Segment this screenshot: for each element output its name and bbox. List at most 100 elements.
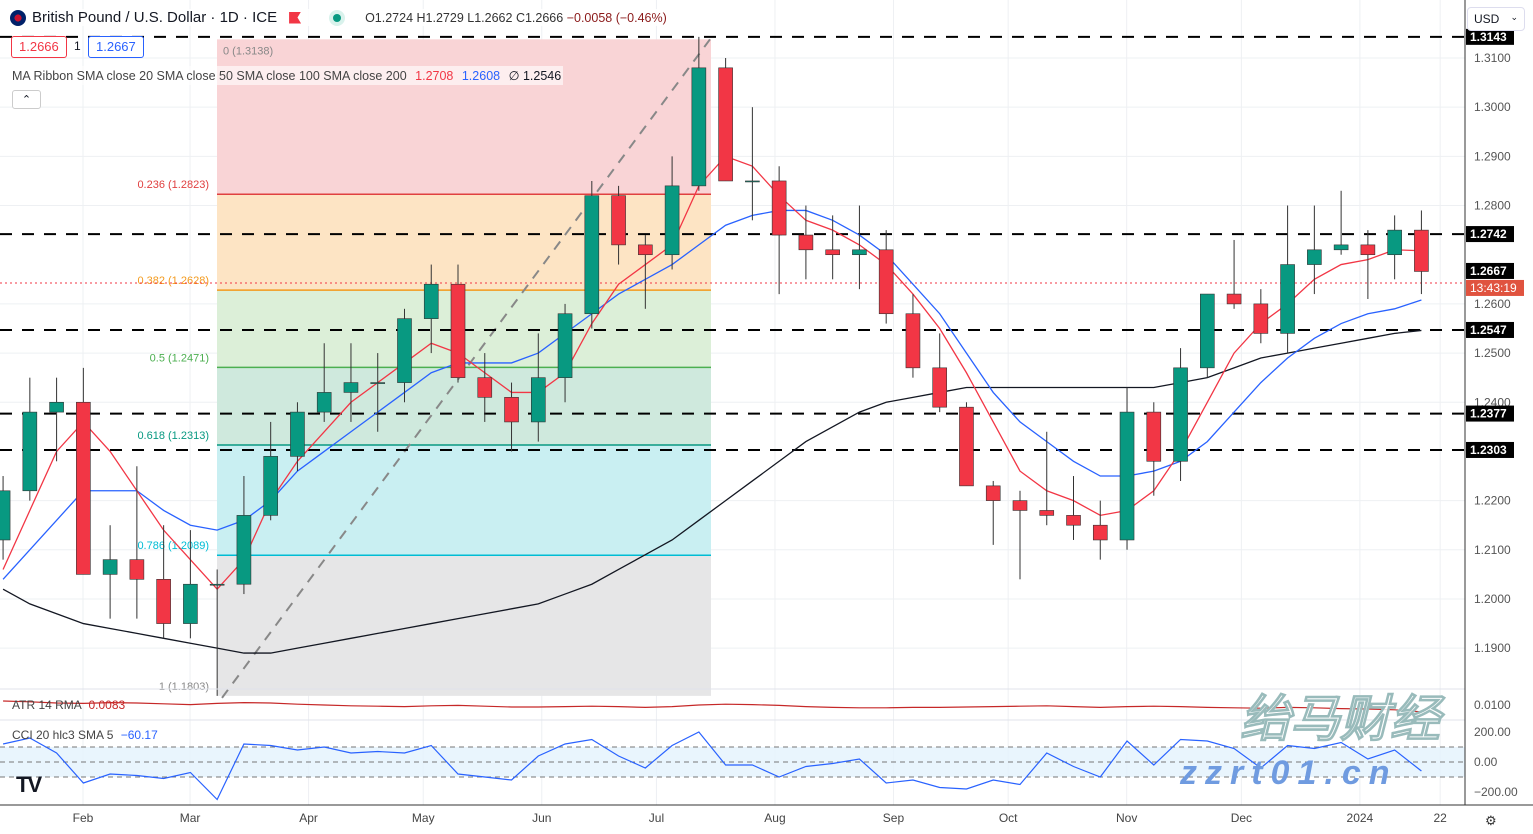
time-tick-label: 2024 [1347,811,1374,825]
candle-body [718,67,733,182]
candle-body [477,377,493,398]
time-tick-label: Mar [180,811,201,825]
sma20-line [2,155,1422,591]
time-tick-label: Apr [299,811,318,825]
candle-body [290,411,305,457]
tradingview-logo[interactable]: TV [16,772,42,797]
chevron-down-icon: ⌄ [1510,12,1518,22]
price-tick-label: 1.2200 [1474,494,1511,508]
candle-body [22,411,38,492]
cci-legend[interactable]: CCI 20 hlc3 SMA 5 −60.17 [12,728,158,742]
candle-body [825,249,840,256]
level-price-tag-bg [1466,441,1514,458]
level-price-tag-bg [1466,405,1514,422]
candle-body [370,382,386,384]
fib-zone [217,555,711,696]
candle-body [1253,303,1269,334]
candle-body [316,392,332,413]
price-tick-label: 1.3100 [1474,51,1511,65]
candle-body [209,583,225,586]
atr-label: ATR 14 RMA [12,698,82,712]
time-tick-label: 22 [1433,811,1447,825]
candle-body [397,318,412,383]
level-price-tag-bg [1466,28,1514,45]
fib-zone [217,445,711,556]
gbp-usd-flag-icon [10,9,26,26]
time-tick-label: May [412,811,435,825]
time-tick-label: Jun [532,811,551,825]
close-value: C1.2666 [515,10,564,25]
currency-select[interactable]: USD ⌄ [1467,7,1525,31]
symbol-title[interactable]: British Pound / U.S. Dollar · 1D · ICE [32,9,278,26]
bar-countdown: 13:43:19 [1470,281,1517,295]
candle-body [638,244,653,256]
candle-body [504,397,519,423]
candle-body [450,283,466,378]
candle-body [1146,411,1162,462]
level-price-tag: 1.2547 [1470,323,1507,337]
candle-body [1226,293,1242,305]
level-price-tag-bg [1466,321,1514,338]
atr-tick-label: 0.0100 [1474,698,1511,712]
fib-level-label: 0.236 (1.2823) [137,179,209,191]
time-tick-label: Jul [649,811,664,825]
cci-tick-label: 0.00 [1474,755,1498,769]
cci-line [2,731,1422,801]
candle-body [1039,510,1055,516]
ohlc-readout: O1.2724 H1.2729 L1.2662 C1.2666 −0.0058 … [365,11,667,25]
price-tick-label: 1.2000 [1474,592,1511,606]
collapse-legend-button[interactable]: ⌃ [12,90,41,109]
flag-marker-icon[interactable] [289,11,302,24]
sma20-value: 1.2708 [415,69,454,83]
candle-body [183,583,198,624]
time-tick-label: Feb [73,811,94,825]
candle-body [771,180,787,236]
time-tick-label: Aug [764,811,785,825]
candle-body [1012,500,1028,511]
sell-price-button[interactable]: 1.2666 [11,36,67,58]
fib-level-label: 1 (1.1803) [159,681,209,693]
price-tick-label: 1.2800 [1474,199,1511,213]
candle-body [102,559,118,575]
price-tick-label: 1.2500 [1474,346,1511,360]
candle-body [1173,367,1188,462]
buy-price-button[interactable]: 1.2667 [88,36,144,58]
candle-body [745,180,760,183]
fib-level-label: 0.786 (1.2089) [137,540,209,552]
fib-level-label: 0.618 (1.2313) [137,430,209,442]
sma200-value: ∅ 1.2546 [508,69,562,83]
candle-body [691,67,707,187]
price-tick-label: 1.2100 [1474,543,1511,557]
candle-body [1280,264,1295,334]
ma-ribbon-legend[interactable]: MA Ribbon SMA close 20 SMA close 50 SMA … [10,66,564,85]
candle-body [584,195,600,315]
candle-body [343,382,359,393]
level-price-tag-bg [1466,226,1514,243]
spread-value: 1 [74,39,81,53]
open-value: O1.2724 [365,10,414,25]
candle-body [1307,249,1322,265]
fib-level-label: 0 (1.3138) [223,45,273,57]
candle-body [959,406,974,487]
candle-body [1414,229,1429,272]
price-tick-label: 1.2900 [1474,149,1511,163]
time-tick-label: Nov [1116,811,1137,825]
candle-body [852,249,867,256]
price-tick-label: 1.1900 [1474,641,1511,655]
change-value: −0.0058 (−0.46%) [566,10,667,25]
atr-legend[interactable]: ATR 14 RMA 0.0083 [12,698,125,712]
candle-body [0,490,11,541]
price-tick-label: 1.2600 [1474,297,1511,311]
countdown-bg [1466,279,1524,296]
candle-body [932,367,948,408]
symbol-header: British Pound / U.S. Dollar · 1D · ICE O… [10,9,667,26]
sma50-line [2,209,1422,580]
candle-body [423,283,439,319]
sma50-value: 1.2608 [461,69,501,83]
low-value: L1.2662 [467,10,513,25]
level-price-tag: 1.2303 [1470,443,1507,457]
candle-body [611,195,626,246]
candle-body [1119,411,1135,541]
candle-body [1066,515,1081,526]
